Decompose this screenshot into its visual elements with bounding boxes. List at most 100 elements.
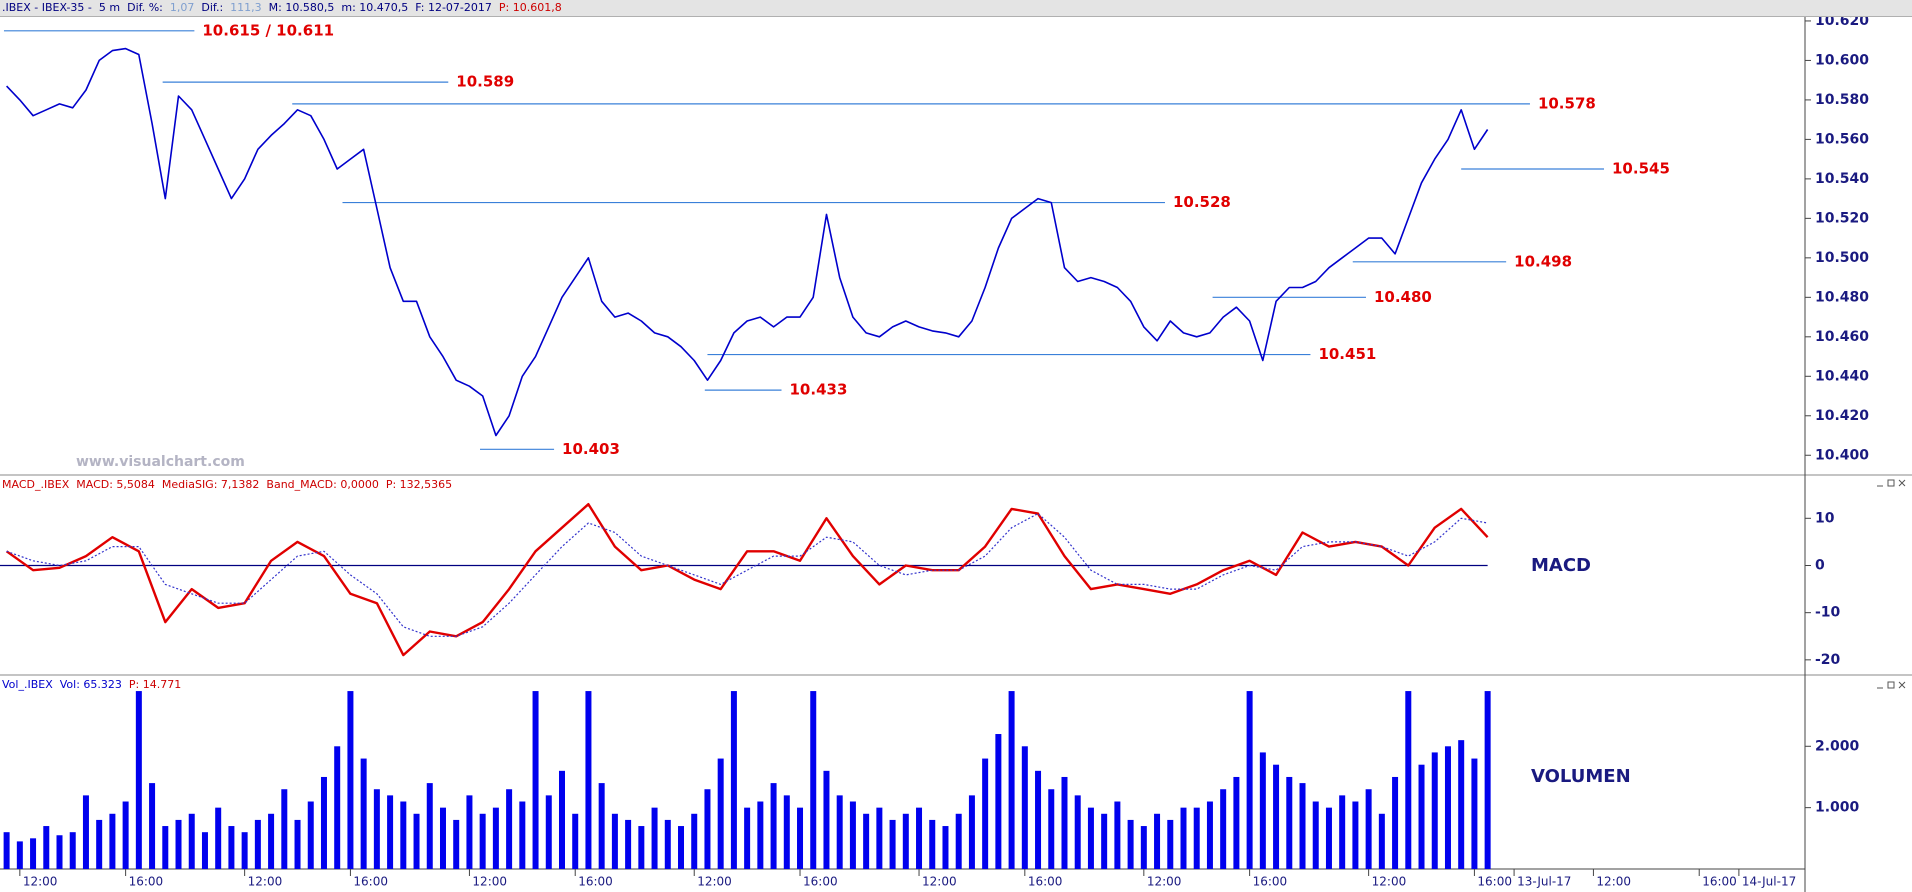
volume-bar — [492, 807, 499, 869]
x-tick-label: 12:00 — [1147, 875, 1182, 889]
y-tick-label: 10.600 — [1815, 52, 1869, 68]
volume-bar — [1286, 776, 1293, 869]
level-label: 10.528 — [1173, 193, 1231, 211]
volume-bar — [294, 819, 301, 869]
y-tick-label: 10.520 — [1815, 210, 1869, 226]
volume-bar — [532, 691, 539, 869]
volume-bar — [360, 758, 367, 869]
volume-bar — [188, 813, 195, 869]
y-tick-label: 10.440 — [1815, 368, 1869, 384]
y-tick-label: -20 — [1815, 652, 1841, 668]
watermark: www.visualchart.com — [76, 454, 245, 470]
volume-bar — [823, 770, 830, 869]
level-label: 10.433 — [790, 381, 848, 399]
volume-bar — [1220, 789, 1227, 869]
level-label: 10.545 — [1612, 160, 1670, 178]
volume-bar — [3, 832, 10, 869]
header-field: m: 10.470,5 — [341, 1, 409, 14]
volume-bar — [347, 691, 354, 869]
volume-bar — [902, 813, 909, 869]
volume-bar — [56, 835, 63, 869]
x-tick-label: 16:00 — [578, 875, 613, 889]
volume-bar — [889, 819, 896, 869]
volume-bar — [783, 795, 790, 869]
volume-bar — [585, 691, 592, 869]
panel: -20 -10 0 10 MACD — [0, 503, 1841, 668]
x-tick-label: 12:00 — [472, 875, 507, 889]
volume-bar — [810, 691, 817, 869]
close-icon[interactable] — [1898, 479, 1906, 487]
volume-bar — [876, 807, 883, 869]
volume-bar — [797, 807, 804, 869]
volume-bar — [836, 795, 843, 869]
volume-bar — [929, 819, 936, 869]
volume-bar — [704, 789, 711, 869]
volume-bar — [638, 826, 645, 869]
volume-bar — [1365, 789, 1372, 869]
volume-bar — [611, 813, 618, 869]
volume-bar — [82, 795, 89, 869]
volume-bar — [135, 691, 142, 869]
volume-bar — [717, 758, 724, 869]
x-tick-label: 16:00 — [1477, 875, 1512, 889]
close-icon[interactable] — [1898, 681, 1906, 689]
y-tick-label: 10.500 — [1815, 250, 1869, 266]
volume-bar — [268, 813, 275, 869]
y-tick-label: 10.580 — [1815, 92, 1869, 108]
maximize-icon[interactable] — [1887, 681, 1895, 689]
header-field: 111,3 — [230, 1, 262, 14]
x-tick-label: 16:00 — [353, 875, 388, 889]
level-label: 10.498 — [1514, 252, 1572, 270]
x-tick-label: 16:00 — [1253, 875, 1288, 889]
volume-bar — [400, 801, 407, 869]
volume-bar — [109, 813, 116, 869]
volume-bar — [968, 795, 975, 869]
y-tick-label: 1.000 — [1815, 800, 1860, 816]
volume-bar — [1008, 691, 1015, 869]
volume-bar — [744, 807, 751, 869]
volume-bar — [175, 819, 182, 869]
header-field: MACD: 5,5084 — [76, 478, 155, 491]
y-tick-label: 10.420 — [1815, 408, 1869, 424]
volume-bar — [1193, 807, 1200, 869]
volume-bar — [691, 813, 698, 869]
volume-bar — [519, 801, 526, 869]
volume-bar — [149, 783, 156, 869]
x-tick-label: 12:00 — [248, 875, 283, 889]
panel-title: MACD — [1531, 555, 1591, 576]
volume-bar — [730, 691, 737, 869]
volume-bar — [757, 801, 764, 869]
maximize-icon[interactable] — [1887, 479, 1895, 487]
x-tick-label: 12:00 — [23, 875, 58, 889]
volume-bar — [387, 795, 394, 869]
level-label: 10.480 — [1374, 288, 1432, 306]
volume-bar — [1378, 813, 1385, 869]
volume-bar — [162, 826, 169, 869]
header-field: Dif.: — [201, 1, 224, 14]
y-tick-label: 0 — [1815, 557, 1825, 573]
x-tick-label: 16:00 — [803, 875, 838, 889]
volume-bar — [201, 832, 208, 869]
volume-bar — [1299, 783, 1306, 869]
x-tick-label: 16:00 — [129, 875, 164, 889]
y-tick-label: 2.000 — [1815, 738, 1860, 754]
volume-bar — [1154, 813, 1161, 869]
panel: 10.400 10.420 10.440 10.460 10.480 10.500 10.5… — [3, 13, 1869, 463]
price-header: .IBEX - IBEX-35 - 5 m Dif. %: 1,07 Dif.: 111… — [2, 0, 569, 16]
header-field: M: 10.580,5 — [268, 1, 335, 14]
volume-bar — [625, 819, 632, 869]
volume-bar — [1074, 795, 1081, 869]
header-field: 1,07 — [169, 1, 195, 14]
volume-bar — [1167, 819, 1174, 869]
volume-bar — [982, 758, 989, 869]
volume-bar — [439, 807, 446, 869]
volume-header: Vol_.IBEX Vol: 65.323 P: 14.771 — [2, 677, 188, 693]
y-tick-label: 10 — [1815, 510, 1835, 526]
volume-bar — [664, 819, 671, 869]
header-field: Band_MACD: 0,0000 — [266, 478, 379, 491]
header-bar — [0, 0, 1912, 17]
volume-bar — [916, 807, 923, 869]
header-field: Vol: 65.323 — [59, 678, 122, 691]
